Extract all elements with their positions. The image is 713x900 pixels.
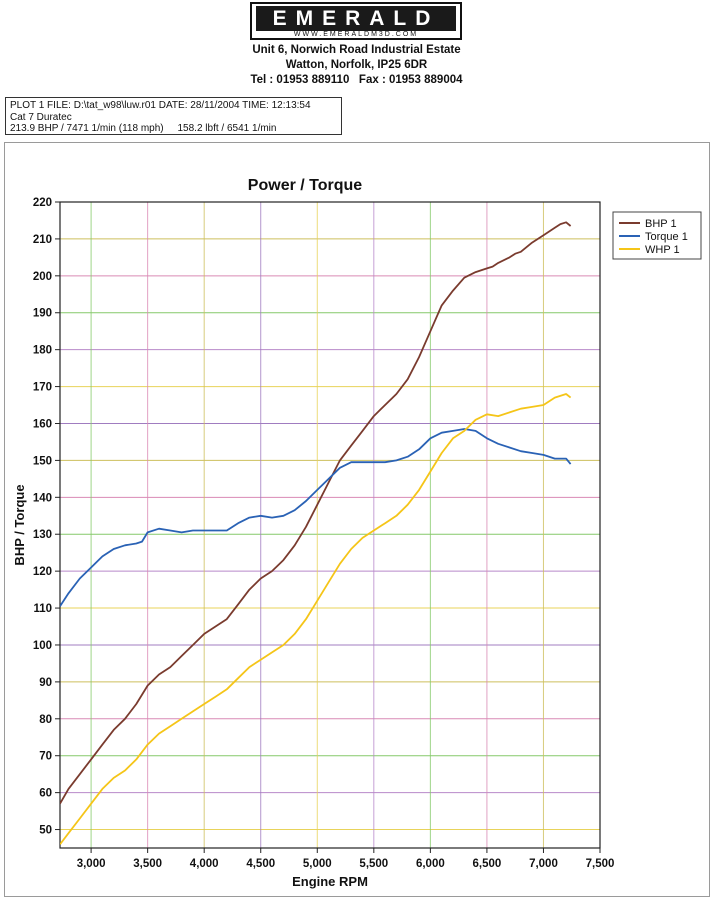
- address-line-1: Unit 6, Norwich Road Industrial Estate: [252, 44, 461, 56]
- y-tick-label: 90: [39, 677, 52, 689]
- y-tick-label: 130: [33, 529, 52, 541]
- y-tick-label: 170: [33, 382, 52, 394]
- emerald-logo: EMERALD WWW.EMERALDM3D.COM: [250, 2, 462, 40]
- legend-label: WHP 1: [645, 244, 680, 256]
- series-line-bhp-1: [60, 221, 572, 805]
- x-tick-label: 6,500: [473, 858, 502, 870]
- x-tick-label: 5,000: [303, 858, 332, 870]
- y-tick-label: 150: [33, 455, 52, 467]
- peak-values-line: 213.9 BHP / 7471 1/min (118 mph) 158.2 l…: [10, 123, 277, 134]
- legend-label: BHP 1: [645, 218, 677, 230]
- plot-info-box: PLOT 1 FILE: D:\tat_w98\luw.r01 DATE: 28…: [5, 97, 342, 135]
- x-tick-label: 4,500: [246, 858, 275, 870]
- y-tick-label: 60: [39, 788, 52, 800]
- chart-title: Power / Torque: [248, 177, 362, 194]
- x-tick-label: 3,500: [133, 858, 162, 870]
- company-header: EMERALD WWW.EMERALDM3D.COM Unit 6, Norwi…: [0, 0, 713, 92]
- plot-area-border: [59, 201, 601, 849]
- y-tick-label: 160: [33, 418, 52, 430]
- y-axis-label: BHP / Torque: [12, 484, 27, 565]
- address-line-2: Watton, Norfolk, IP25 6DR: [285, 59, 428, 71]
- y-tick-label: 200: [33, 271, 52, 283]
- x-tick-label: 6,000: [416, 858, 445, 870]
- y-tick-label: 100: [33, 640, 52, 652]
- x-tick-label: 4,000: [190, 858, 219, 870]
- y-tick-label: 210: [33, 234, 52, 246]
- y-tick-label: 180: [33, 345, 52, 357]
- y-tick-label: 110: [33, 603, 52, 615]
- series-line-whp-1: [60, 393, 572, 845]
- logo-text: EMERALD: [256, 6, 456, 31]
- legend-label: Torque 1: [645, 231, 688, 243]
- y-tick-label: 220: [33, 197, 52, 209]
- contact-line: Tel : 01953 889110 Fax : 01953 889004: [250, 74, 463, 86]
- plot-file-line: PLOT 1 FILE: D:\tat_w98\luw.r01 DATE: 28…: [10, 100, 311, 111]
- series-line-torque-1: [60, 428, 572, 607]
- y-tick-label: 190: [33, 308, 52, 320]
- vehicle-name: Cat 7 Duratec: [10, 111, 72, 123]
- logo-url: WWW.EMERALDM3D.COM: [293, 31, 419, 38]
- x-tick-label: 7,500: [586, 858, 615, 870]
- y-tick-label: 70: [39, 751, 52, 763]
- x-tick-label: 7,000: [529, 858, 558, 870]
- y-tick-label: 80: [39, 714, 52, 726]
- chart-frame: [4, 142, 710, 897]
- x-tick-label: 3,000: [77, 858, 106, 870]
- y-tick-label: 50: [39, 825, 52, 837]
- x-tick-label: 5,500: [359, 858, 388, 870]
- y-tick-label: 140: [33, 492, 52, 504]
- x-axis-label: Engine RPM: [292, 874, 368, 889]
- y-tick-label: 120: [33, 566, 52, 578]
